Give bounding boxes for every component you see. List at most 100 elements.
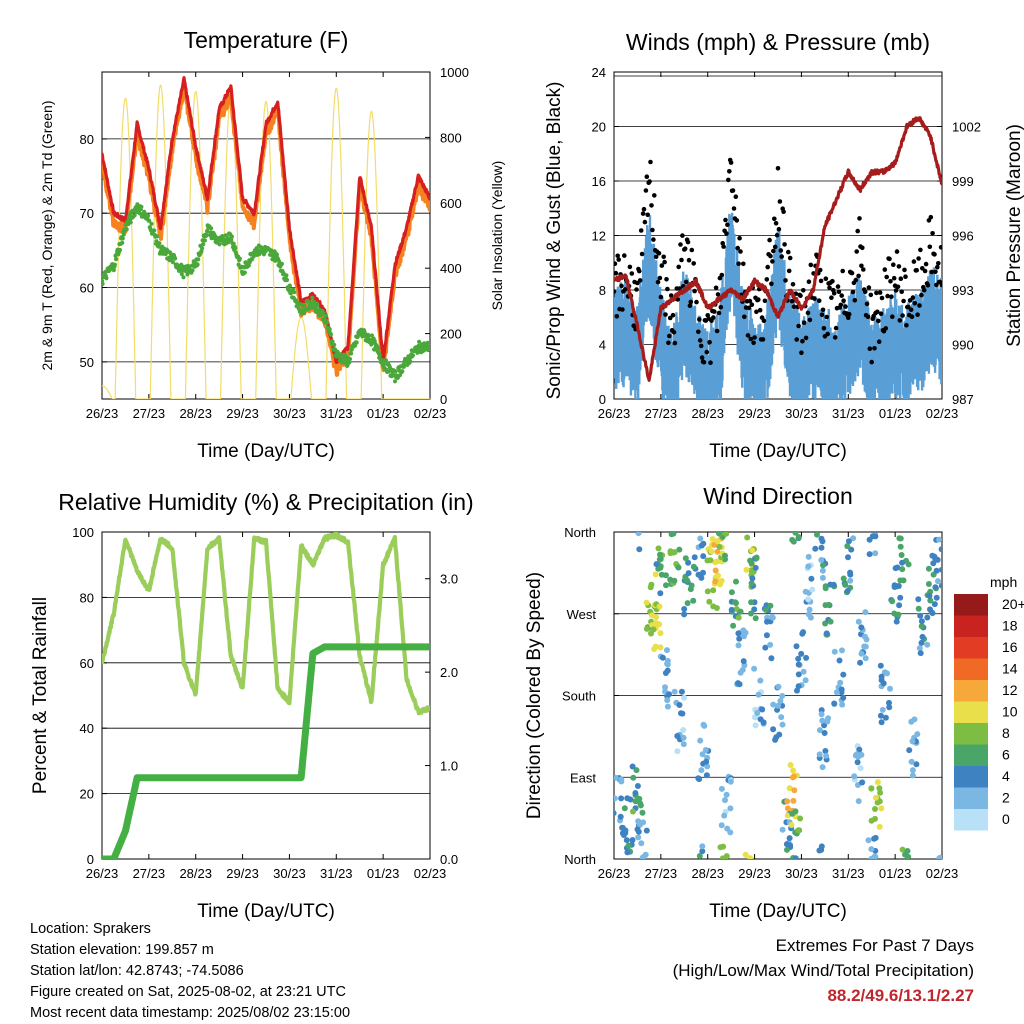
y-axis-label: Percent & Total Rainfall — [30, 597, 51, 794]
recent-text: Most recent data timestamp: 2025/08/02 2… — [30, 1005, 351, 1021]
direction-point — [680, 741, 687, 748]
direction-point — [917, 612, 924, 619]
direction-point — [845, 538, 852, 545]
gust-point — [916, 256, 921, 261]
direction-point — [663, 582, 669, 589]
legend-label: 12 — [1002, 682, 1018, 698]
direction-point — [848, 546, 855, 553]
gust-point — [820, 307, 826, 313]
direction-point — [712, 567, 719, 574]
x-tick-label: 01/23 — [879, 406, 912, 421]
direction-point — [699, 843, 706, 850]
gust-point — [846, 311, 852, 317]
gust-point — [682, 246, 688, 251]
direction-point — [664, 697, 671, 704]
gust-point — [891, 262, 896, 268]
extremes-title: Extremes For Past 7 Days — [775, 936, 974, 955]
dewpoint-point — [427, 340, 430, 345]
direction-point — [862, 609, 869, 616]
direction-point — [680, 727, 687, 733]
dewpoint-point — [427, 345, 430, 350]
gust-point — [832, 335, 838, 340]
gust-point — [728, 160, 734, 165]
direction-point — [727, 829, 734, 836]
gust-point — [631, 323, 636, 329]
dewpoint-point — [200, 246, 205, 251]
gust-point — [627, 264, 633, 270]
gust-point — [841, 298, 846, 304]
direction-point — [684, 577, 691, 584]
x-tick-label: 02/23 — [414, 866, 447, 881]
direction-point — [706, 598, 713, 605]
y-tick-label: 20 — [592, 120, 606, 135]
dewpoint-point — [157, 241, 162, 246]
gust-point — [644, 174, 650, 179]
gust-point — [882, 267, 888, 272]
gust-point — [872, 346, 877, 351]
y-axis-label: 2m & 9m T (Red, Orange) & 2m Td (Green) — [39, 101, 55, 371]
gust-point — [829, 295, 834, 301]
direction-point — [795, 683, 802, 690]
dewpoint-point — [217, 242, 222, 247]
gust-point — [772, 244, 778, 250]
direction-point — [684, 600, 691, 607]
direction-point — [635, 834, 642, 841]
direction-point — [668, 532, 675, 538]
direction-point — [657, 630, 664, 637]
gust-point — [843, 304, 848, 309]
gust-point — [692, 288, 697, 294]
gust-point — [696, 329, 701, 335]
gust-point — [803, 335, 809, 341]
y-tick-label: 50 — [80, 355, 94, 370]
direction-point — [927, 606, 933, 613]
wind-trace — [614, 212, 942, 399]
direction-point — [868, 817, 875, 824]
plot-frame — [101, 531, 431, 860]
direction-point — [819, 717, 826, 724]
direction-point — [886, 699, 892, 706]
gust-point — [919, 292, 924, 298]
direction-point — [893, 618, 900, 625]
direction-point — [722, 552, 728, 559]
dewpoint-point — [408, 359, 413, 364]
gust-point — [751, 340, 756, 346]
dewpoint-point — [156, 244, 161, 249]
station-info: Location: Sprakers Station elevation: 19… — [30, 919, 350, 1024]
direction-point — [803, 654, 810, 661]
gust-point — [854, 249, 859, 254]
gust-point — [786, 268, 792, 274]
gust-point — [719, 272, 725, 278]
direction-point — [855, 798, 862, 805]
gust-point — [637, 268, 642, 274]
direction-point — [614, 795, 617, 802]
gust-point — [861, 267, 866, 272]
direction-point — [764, 618, 770, 625]
direction-point — [769, 614, 776, 621]
gust-point — [917, 303, 922, 308]
direction-point — [625, 842, 632, 849]
direction-point — [779, 693, 786, 699]
x-tick-label: 28/23 — [179, 406, 212, 421]
direction-point — [714, 548, 721, 555]
direction-point — [617, 813, 624, 820]
direction-point — [727, 805, 734, 812]
direction-point — [662, 572, 669, 579]
direction-point — [759, 706, 766, 713]
y2-axis-label: Solar Insolation (Yellow) — [489, 161, 505, 311]
gust-point — [836, 289, 842, 295]
direction-point — [717, 581, 724, 588]
direction-point — [696, 853, 703, 859]
dewpoint-point — [369, 333, 374, 338]
direction-point — [733, 578, 739, 585]
dewpoint-point — [332, 342, 337, 347]
x-axis-label: Time (Day/UTC) — [709, 441, 847, 462]
direction-point — [795, 661, 802, 668]
x-tick-label: 29/23 — [226, 866, 259, 881]
direction-point — [650, 626, 657, 633]
direction-point — [818, 535, 825, 542]
direction-point — [916, 645, 923, 652]
direction-point — [808, 575, 815, 582]
gust-point — [846, 315, 851, 321]
dewpoint-point — [324, 320, 329, 325]
direction-point — [933, 567, 940, 574]
